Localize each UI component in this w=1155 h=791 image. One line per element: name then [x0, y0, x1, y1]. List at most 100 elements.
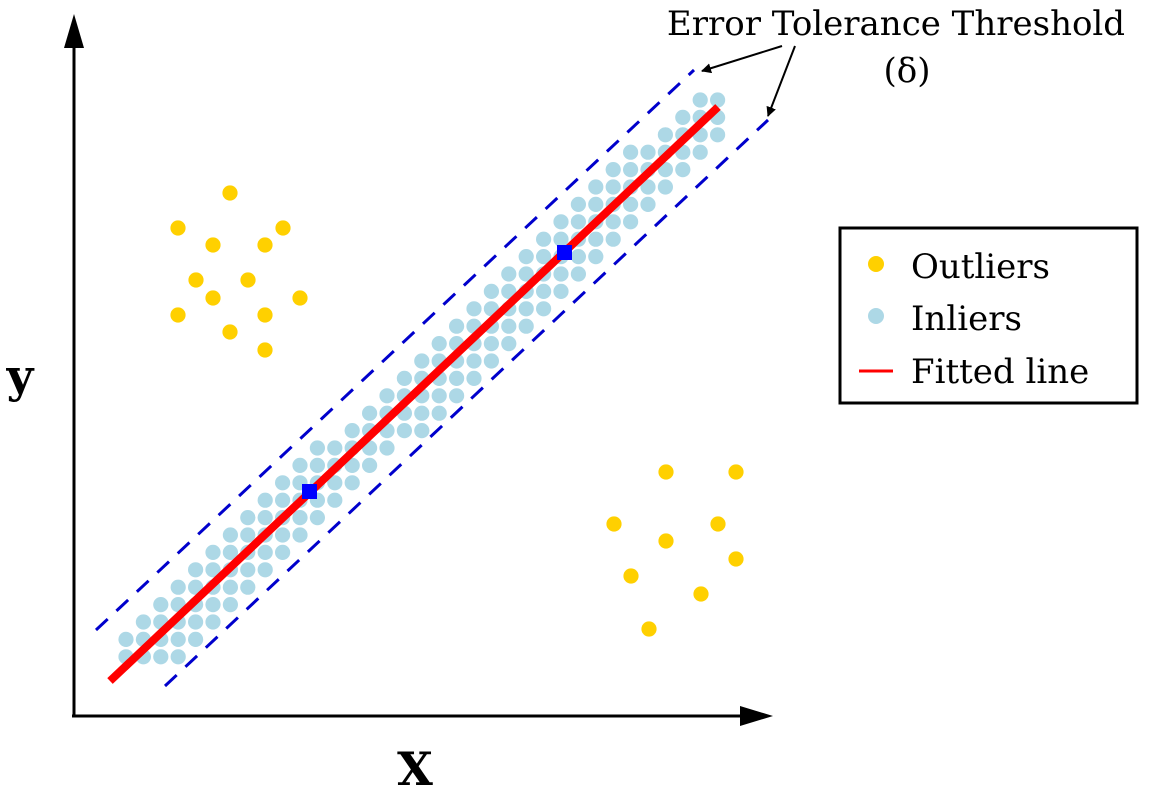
inlier-point [605, 179, 621, 195]
x-axis-label: X [397, 742, 433, 791]
outlier-point [170, 220, 186, 236]
legend-fitted-line-label: Fitted line [911, 352, 1089, 392]
inlier-point [536, 301, 552, 317]
inlier-point [396, 370, 412, 386]
inlier-point [362, 405, 378, 421]
threshold-annotation-symbol: (δ) [884, 51, 931, 91]
inlier-point [205, 597, 221, 613]
upper-threshold-line [94, 68, 696, 632]
outlier-points [170, 185, 744, 637]
inlier-point [483, 353, 499, 369]
legend-box [838, 226, 1139, 405]
inlier-point [675, 109, 691, 125]
outlier-point [641, 621, 657, 637]
inlier-point [153, 597, 169, 613]
inlier-point [205, 614, 221, 630]
annotation-arrow-upper [701, 45, 783, 74]
inlier-point [605, 162, 621, 178]
inlier-point [675, 162, 691, 178]
inlier-point [205, 562, 221, 578]
outlier-point [658, 464, 674, 480]
legend-inlier-marker [868, 308, 884, 324]
inlier-point [292, 457, 308, 473]
inlier-point [188, 562, 204, 578]
inlier-point [623, 196, 639, 212]
inlier-point [275, 492, 291, 508]
inlier-point [657, 162, 674, 178]
inlier-point [518, 249, 534, 265]
legend-outlier-marker [868, 256, 884, 272]
inlier-point [710, 127, 726, 143]
x-axis-arrowhead [740, 706, 773, 726]
inlier-point [431, 405, 447, 421]
inlier-point [240, 509, 256, 526]
inlier-point [518, 301, 534, 317]
inlier-point [588, 196, 604, 212]
inlier-point [449, 388, 465, 404]
inlier-point [379, 440, 395, 456]
outlier-point [188, 272, 204, 288]
inlier-point [623, 214, 639, 230]
inlier-point [257, 509, 273, 526]
outlier-point [240, 272, 256, 288]
outlier-point [710, 516, 726, 532]
inlier-point [431, 388, 447, 404]
inlier-point [640, 144, 656, 160]
outlier-point [292, 290, 308, 306]
inlier-point [135, 614, 151, 630]
lower-threshold-line [163, 118, 770, 688]
sample-point [557, 245, 572, 260]
inlier-point [692, 92, 708, 108]
inlier-point [466, 370, 482, 386]
inlier-point [344, 423, 360, 439]
inlier-point [501, 266, 517, 282]
legend-inlier-label: Inliers [911, 299, 1022, 339]
inlier-point [257, 544, 273, 561]
inlier-point [170, 649, 186, 665]
inlier-point [414, 423, 430, 439]
inlier-point [275, 475, 291, 491]
inlier-point [570, 249, 587, 265]
inlier-point [501, 318, 517, 334]
inlier-point [640, 179, 656, 195]
outlier-point [170, 307, 186, 323]
inlier-point [170, 579, 186, 595]
inlier-point [536, 283, 552, 299]
inlier-point [327, 492, 343, 508]
inlier-point [188, 614, 204, 630]
inlier-point [553, 266, 569, 282]
inlier-point [657, 179, 674, 195]
inlier-point [292, 527, 308, 543]
inlier-point [588, 249, 604, 265]
inlier-point [483, 283, 499, 299]
outlier-point [257, 237, 273, 253]
outlier-point [222, 185, 238, 201]
inlier-point [344, 457, 360, 473]
inlier-point [570, 266, 587, 282]
inlier-point [623, 144, 639, 160]
inlier-point [327, 475, 343, 491]
inlier-point [657, 127, 674, 143]
inlier-point [449, 318, 465, 334]
inlier-point [605, 231, 621, 247]
outlier-point [606, 516, 622, 532]
inlier-point [309, 509, 325, 526]
inlier-point [240, 562, 256, 578]
inlier-point [553, 283, 569, 299]
inlier-point [710, 92, 726, 108]
inlier-point [483, 336, 499, 352]
inlier-point [588, 179, 604, 195]
outlier-point [205, 237, 221, 253]
inlier-point [605, 214, 621, 230]
inlier-point [379, 388, 395, 404]
inlier-point [449, 370, 465, 386]
inlier-point [553, 214, 569, 230]
sample-point [302, 484, 317, 499]
inlier-point [240, 579, 256, 595]
inlier-point [570, 196, 587, 212]
inlier-point [188, 631, 204, 648]
inlier-point [309, 440, 325, 456]
outlier-point [658, 533, 674, 549]
inlier-point [414, 353, 430, 369]
inlier-point [518, 266, 534, 282]
